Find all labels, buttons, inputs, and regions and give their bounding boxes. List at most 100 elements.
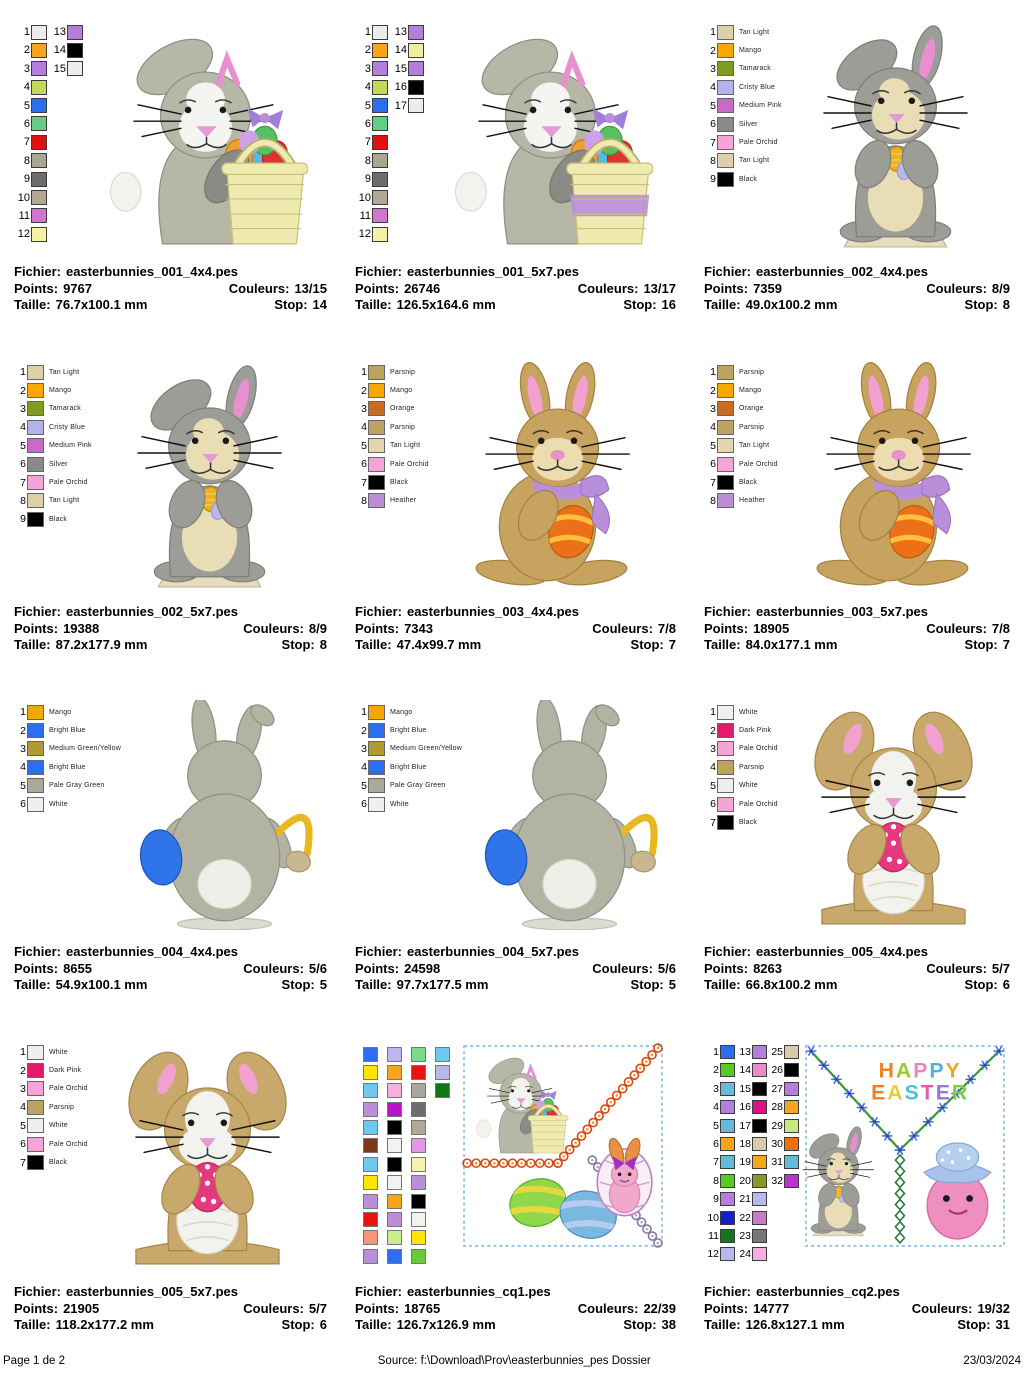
palette-entry: 4 Cristy Blue — [14, 418, 92, 436]
color-swatch — [720, 1210, 735, 1225]
color-swatch — [720, 1173, 735, 1188]
palette-entry: 2 — [355, 41, 388, 59]
color-swatch — [784, 1063, 799, 1078]
color-name: Pale Orchid — [739, 460, 778, 468]
color-swatch — [717, 153, 734, 169]
color-swatch — [720, 1155, 735, 1170]
palette-entry: 5 White — [14, 1117, 88, 1135]
palette-entry — [363, 1137, 378, 1155]
color-swatch — [435, 1064, 450, 1080]
palette-entry: 1 White — [704, 703, 778, 721]
palette-entry — [363, 1174, 378, 1192]
palette-entry: 9 — [355, 170, 388, 188]
design-card: 1 Parsnip 2 Mango 3 Orange 4 Parsnip 5 Tan Light 6… — [690, 354, 1024, 694]
colors-count: Couleurs: 5/6 — [592, 960, 676, 976]
color-swatch — [372, 79, 388, 95]
color-number: 11 — [708, 1229, 719, 1242]
stop-count: Stop: 7 — [964, 637, 1010, 652]
palette-entry: 3 Orange — [704, 400, 778, 418]
color-name: White — [739, 782, 758, 790]
design-size: Taille: 84.0x177.1 mm — [704, 637, 838, 652]
color-number: 7 — [23, 136, 30, 149]
color-swatch — [717, 383, 734, 399]
color-number: 16 — [394, 81, 407, 94]
color-number: 22 — [739, 1211, 751, 1224]
color-name: Medium Pink — [49, 442, 92, 450]
design-card: 1 2 3 4 5 6 7 8 9 10 11 12 13 14 15 16 17 Fichier: easter… — [341, 14, 690, 354]
color-swatch — [784, 1118, 799, 1133]
color-swatch — [411, 1064, 426, 1080]
color-number: 8 — [364, 154, 371, 167]
color-number: 1 — [710, 706, 716, 719]
color-number: 3 — [361, 742, 367, 755]
color-swatch — [752, 1155, 767, 1170]
points-count: Points: 7343 — [355, 620, 433, 636]
palette-entry: 3 Medium Green/Yellow — [14, 740, 121, 758]
color-swatch — [372, 116, 388, 132]
thread-color-palette — [363, 1042, 450, 1266]
palette-entry: 8 — [355, 152, 388, 170]
color-number: 14 — [394, 44, 407, 57]
color-number: 26 — [771, 1064, 783, 1077]
design-stats: Fichier: easterbunnies_cq2.pes Points: 147… — [704, 1284, 1010, 1334]
color-swatch — [368, 475, 385, 491]
palette-entry: 5 — [704, 1117, 735, 1135]
color-number: 9 — [23, 173, 30, 186]
color-name: White — [739, 708, 758, 716]
palette-entry: 1 Parsnip — [704, 363, 778, 381]
colors-count: Couleurs: 7/8 — [592, 620, 676, 636]
design-card: 1 Mango 2 Bright Blue 3 Medium Green/Yellow 4 B… — [341, 694, 690, 1034]
points-count: Points: 21905 — [14, 1300, 100, 1316]
points-count: Points: 18765 — [355, 1300, 441, 1316]
color-number: 7 — [20, 1156, 26, 1169]
thread-color-palette: 1 2 3 4 5 6 7 8 9 10 11 12 13 14 15 16 17 — [355, 20, 424, 244]
color-swatch — [717, 475, 734, 491]
color-number: 6 — [710, 458, 716, 471]
color-swatch — [717, 438, 734, 454]
palette-entry — [411, 1119, 426, 1137]
color-swatch — [720, 1136, 735, 1151]
colors-count: Couleurs: 5/6 — [243, 960, 327, 976]
palette-entry: 2 — [704, 1061, 735, 1079]
file-name: Fichier: easterbunnies_cq2.pes — [704, 1284, 900, 1299]
design-preview — [88, 1040, 327, 1270]
color-swatch — [368, 456, 385, 472]
color-swatch — [717, 135, 734, 151]
color-number: 1 — [713, 1046, 719, 1058]
palette-entry: 22 — [736, 1209, 767, 1227]
thread-color-palette: 1 2 3 4 5 6 7 8 9 10 11 12 13 14 15 16 17 18 19 20 21 22 23 24 2… — [704, 1040, 799, 1264]
palette-entry — [387, 1229, 402, 1247]
color-number: 2 — [361, 384, 367, 397]
points-count: Points: 9767 — [14, 280, 92, 296]
color-number: 31 — [771, 1156, 783, 1169]
color-swatch — [717, 796, 734, 812]
palette-entry: 16 — [391, 78, 424, 96]
palette-entry: 15 — [50, 60, 83, 78]
color-swatch — [31, 208, 47, 224]
color-swatch — [368, 759, 385, 775]
color-number: 4 — [710, 81, 716, 94]
palette-entry: 28 — [768, 1098, 799, 1116]
color-swatch — [784, 1155, 799, 1170]
points-count: Points: 7359 — [704, 280, 782, 296]
design-preview — [83, 20, 327, 250]
color-number: 13 — [53, 26, 66, 38]
color-number: 3 — [20, 1082, 26, 1095]
stop-count: Stop: 6 — [281, 1317, 327, 1332]
color-swatch — [435, 1083, 450, 1099]
color-name: Pale Gray Green — [49, 782, 105, 790]
color-swatch — [720, 1063, 735, 1078]
color-swatch — [372, 190, 388, 206]
stop-count: Stop: 8 — [964, 297, 1010, 312]
color-swatch — [717, 723, 734, 739]
color-number: 12 — [707, 1248, 719, 1261]
palette-entry: 1 — [704, 1043, 735, 1061]
color-name: Pale Orchid — [390, 460, 429, 468]
design-stats: Fichier: easterbunnies_004_4x4.pes Points… — [14, 944, 327, 994]
color-swatch — [387, 1120, 402, 1136]
color-swatch — [67, 24, 83, 40]
color-number: 7 — [20, 476, 26, 489]
color-swatch — [363, 1120, 378, 1136]
color-name: Bright Blue — [390, 727, 427, 735]
color-swatch — [31, 79, 47, 95]
